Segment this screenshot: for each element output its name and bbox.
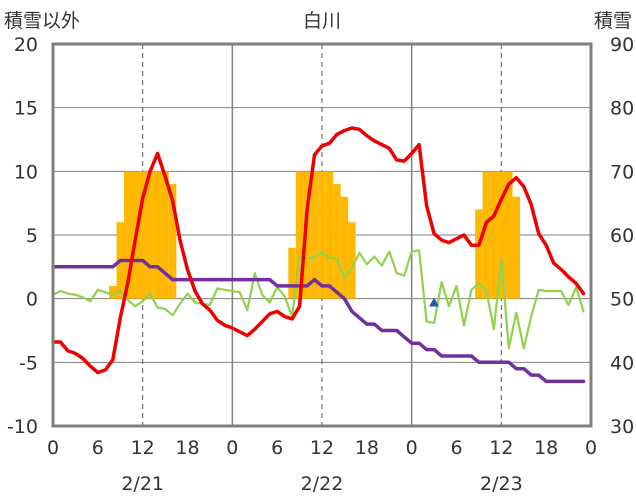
x-tick-label: 6 <box>271 437 283 459</box>
snow-bar <box>168 184 177 299</box>
snow-bar <box>475 209 483 299</box>
x-tick-label: 0 <box>585 437 597 459</box>
marker-triangle <box>429 297 440 307</box>
right-tick-label: 80 <box>610 98 634 120</box>
snow-bar <box>153 171 162 299</box>
x-tick-label: 0 <box>406 437 418 459</box>
snow-bar <box>325 171 334 299</box>
snow-bar <box>482 171 491 299</box>
snow-bar <box>505 171 513 299</box>
x-tick-label: 0 <box>47 437 59 459</box>
x-tick-label: 18 <box>355 437 379 459</box>
snow-bar <box>497 171 506 299</box>
series-snow-depth <box>51 258 586 384</box>
series-wind <box>51 249 585 350</box>
markers <box>429 297 440 307</box>
snow-bar <box>348 222 356 299</box>
x-tick-label: 6 <box>450 437 462 459</box>
left-tick-label: 0 <box>26 289 38 311</box>
x-tick-label: 18 <box>534 437 558 459</box>
snow-bar <box>161 171 169 299</box>
left-tick-label: -10 <box>7 416 38 438</box>
right-tick-label: 60 <box>610 225 634 247</box>
x-tick-label: 18 <box>175 437 199 459</box>
plot-frame <box>51 42 593 428</box>
chart-title: 白川 <box>303 10 341 32</box>
date-label: 2/21 <box>121 473 164 495</box>
snow-bar <box>146 171 154 299</box>
plot-frame-rect <box>51 42 593 428</box>
snow-bar <box>512 196 521 299</box>
x-tick-label: 0 <box>226 437 238 459</box>
x-tick-label: 6 <box>92 437 104 459</box>
snow-bar <box>303 171 311 299</box>
left-tick-label: 10 <box>14 161 38 183</box>
date-label: 2/23 <box>480 473 523 495</box>
snow-bar <box>109 285 117 299</box>
right-tick-label: 40 <box>610 352 634 374</box>
left-tick-label: 15 <box>14 98 38 120</box>
right-axis-label: 積雪 <box>594 10 632 32</box>
snow-bar <box>123 171 132 299</box>
x-tick-label: 12 <box>131 437 155 459</box>
right-tick-label: 30 <box>610 416 634 438</box>
right-tick-label: 50 <box>610 289 634 311</box>
snow-bar <box>288 247 296 299</box>
series-temperature <box>51 126 586 375</box>
series-lines <box>51 126 586 384</box>
left-axis-label: 積雪以外 <box>4 10 80 32</box>
snow-bar <box>340 196 349 299</box>
snow-bar <box>310 171 319 299</box>
snow-bar <box>490 171 498 299</box>
left-tick-label: -5 <box>19 352 38 374</box>
snow-bar <box>138 171 147 299</box>
x-tick-label: 12 <box>489 437 513 459</box>
snow-bar <box>295 171 304 299</box>
right-tick-label: 70 <box>610 161 634 183</box>
right-tick-label: 90 <box>610 34 634 56</box>
left-tick-label: 20 <box>14 34 38 56</box>
x-tick-label: 12 <box>310 437 334 459</box>
date-label: 2/22 <box>301 473 344 495</box>
left-tick-label: 5 <box>26 225 38 247</box>
snow-bar <box>318 171 326 299</box>
snow-bar <box>333 184 341 299</box>
